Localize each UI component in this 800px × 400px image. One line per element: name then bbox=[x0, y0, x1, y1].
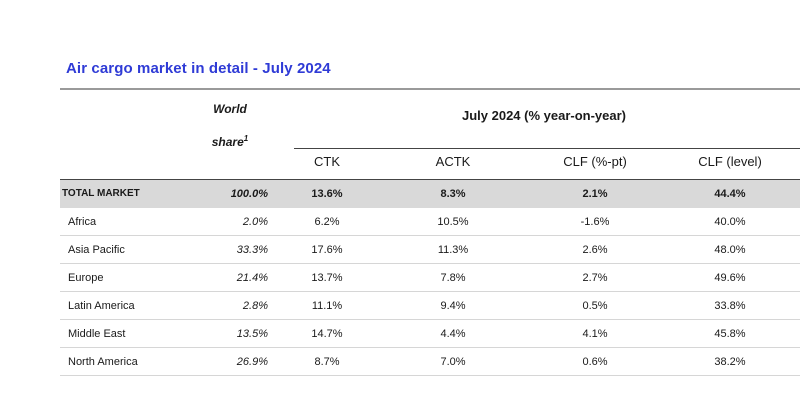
ctk-cell: 14.7% bbox=[311, 328, 343, 340]
table-top-rule bbox=[60, 88, 800, 90]
group-header-rule bbox=[294, 148, 800, 149]
ctk-cell: 11.1% bbox=[311, 300, 343, 312]
clf-pt-cell: 0.5% bbox=[582, 300, 608, 312]
ctk-cell: 6.2% bbox=[314, 216, 340, 228]
clf-pt-cell: 0.6% bbox=[582, 356, 608, 368]
clf-level-cell: 45.8% bbox=[714, 328, 746, 340]
region-cell: Africa bbox=[68, 216, 97, 228]
table-row: North America 26.9% 8.7% 7.0% 0.6% 38.2% bbox=[60, 348, 800, 376]
ctk-cell: 8.7% bbox=[314, 356, 340, 368]
clf-level-cell: 40.0% bbox=[714, 216, 746, 228]
table-row-total: TOTAL MARKET 100.0% 13.6% 8.3% 2.1% 44.4% bbox=[60, 180, 800, 208]
world-share-footnote-marker: 1 bbox=[243, 134, 249, 143]
clf-level-cell: 44.4% bbox=[714, 188, 746, 200]
actk-cell: 4.4% bbox=[440, 328, 466, 340]
actk-cell: 10.5% bbox=[437, 216, 469, 228]
actk-cell: 7.0% bbox=[440, 356, 466, 368]
world-share-header-line2: share bbox=[211, 135, 244, 149]
ctk-cell: 13.7% bbox=[311, 272, 343, 284]
table-row: Africa 2.0% 6.2% 10.5% -1.6% 40.0% bbox=[60, 208, 800, 236]
table-title: Air cargo market in detail - July 2024 bbox=[66, 60, 331, 77]
table-row: Middle East 13.5% 14.7% 4.4% 4.1% 45.8% bbox=[60, 320, 800, 348]
world-share-header-line1: World bbox=[213, 102, 247, 116]
column-header-clf-level: CLF (level) bbox=[698, 154, 762, 169]
column-header-ctk: CTK bbox=[314, 154, 340, 169]
world-share-cell: 26.9% bbox=[236, 356, 268, 368]
world-share-cell: 2.8% bbox=[242, 300, 268, 312]
region-cell: Europe bbox=[68, 272, 104, 284]
column-header-actk: ACTK bbox=[435, 154, 471, 169]
world-share-cell: 100.0% bbox=[230, 188, 268, 200]
region-cell: Latin America bbox=[68, 300, 135, 312]
actk-cell: 8.3% bbox=[440, 188, 466, 200]
world-share-cell: 33.3% bbox=[236, 244, 268, 256]
table-row: Asia Pacific 33.3% 17.6% 11.3% 2.6% 48.0% bbox=[60, 236, 800, 264]
clf-pt-cell: 4.1% bbox=[582, 328, 608, 340]
table-row: Latin America 2.8% 11.1% 9.4% 0.5% 33.8% bbox=[60, 292, 800, 320]
region-cell: Asia Pacific bbox=[68, 244, 125, 256]
clf-pt-cell: 2.1% bbox=[582, 188, 608, 200]
region-cell: TOTAL MARKET bbox=[62, 188, 140, 199]
column-header-rule bbox=[60, 179, 800, 180]
clf-pt-cell: -1.6% bbox=[580, 216, 610, 228]
actk-cell: 9.4% bbox=[440, 300, 466, 312]
clf-pt-cell: 2.7% bbox=[582, 272, 608, 284]
period-group-header: July 2024 (% year-on-year) bbox=[461, 108, 627, 123]
region-cell: Middle East bbox=[68, 328, 126, 340]
world-share-cell: 13.5% bbox=[236, 328, 268, 340]
clf-level-cell: 38.2% bbox=[714, 356, 746, 368]
world-share-cell: 21.4% bbox=[236, 272, 268, 284]
clf-level-cell: 33.8% bbox=[714, 300, 746, 312]
clf-level-cell: 49.6% bbox=[714, 272, 746, 284]
air-cargo-table: World share1 July 2024 (% year-on-year) … bbox=[60, 88, 800, 388]
ctk-cell: 13.6% bbox=[311, 188, 343, 200]
region-cell: North America bbox=[68, 356, 138, 368]
actk-cell: 7.8% bbox=[440, 272, 466, 284]
actk-cell: 11.3% bbox=[437, 244, 469, 256]
ctk-cell: 17.6% bbox=[311, 244, 343, 256]
clf-level-cell: 48.0% bbox=[714, 244, 746, 256]
clf-pt-cell: 2.6% bbox=[582, 244, 608, 256]
column-header-clf-pt: CLF (%-pt) bbox=[563, 154, 627, 169]
column-headers: CTK ACTK CLF (%-pt) CLF (level) bbox=[60, 154, 800, 176]
table-row: Europe 21.4% 13.7% 7.8% 2.7% 49.6% bbox=[60, 264, 800, 292]
world-share-header: World share1 bbox=[206, 94, 254, 157]
world-share-cell: 2.0% bbox=[242, 216, 268, 228]
